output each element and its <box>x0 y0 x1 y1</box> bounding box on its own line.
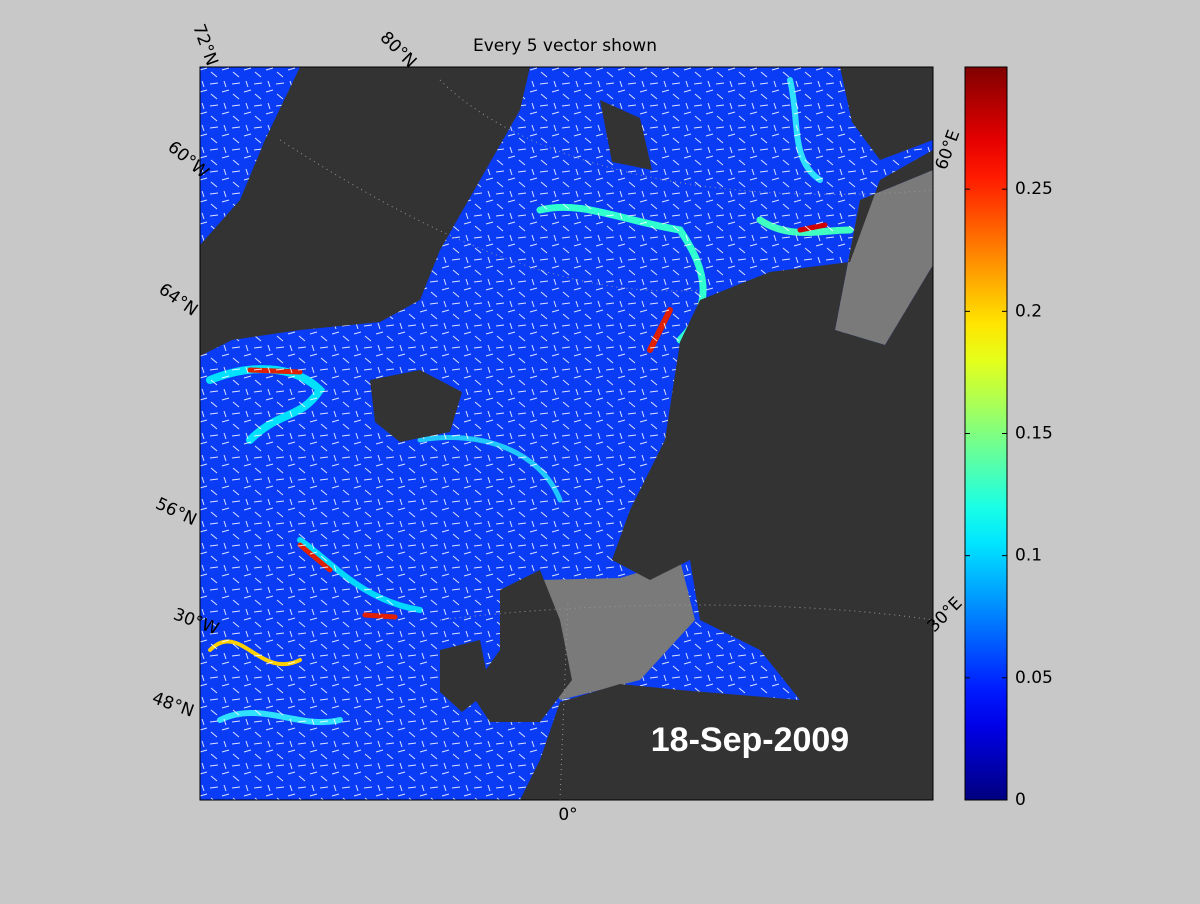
title: Every 5 vector shown <box>473 36 657 56</box>
colorbar-tick-label: 0.2 <box>1015 301 1042 321</box>
graticule-label: 64°N <box>155 280 202 321</box>
colorbar-tick-label: 0 <box>1015 790 1026 810</box>
map-frame <box>199 66 934 801</box>
graticule-label: 48°N <box>149 688 196 721</box>
map <box>200 67 933 800</box>
colorbar-tick-label: 0.05 <box>1015 668 1053 688</box>
graticule-label: 72°N <box>188 21 221 68</box>
colorbar-tick-label: 0.1 <box>1015 546 1042 566</box>
land <box>200 67 933 800</box>
graticule-label: 56°N <box>152 494 199 530</box>
graticule-label: 60°E <box>932 127 965 172</box>
graticule-label: 0° <box>558 805 577 825</box>
graticule <box>279 79 933 800</box>
colorbar-scale <box>964 66 1008 801</box>
graticule-label: 80°N <box>376 28 420 72</box>
date-label: 18-Sep-2009 <box>651 721 849 759</box>
colorbar-tick-label: 0.25 <box>1015 179 1053 199</box>
colorbar: 0 0.05 0.1 0.15 0.2 0.25 <box>964 66 1053 810</box>
colorbar-tick-label: 0.15 <box>1015 424 1053 444</box>
